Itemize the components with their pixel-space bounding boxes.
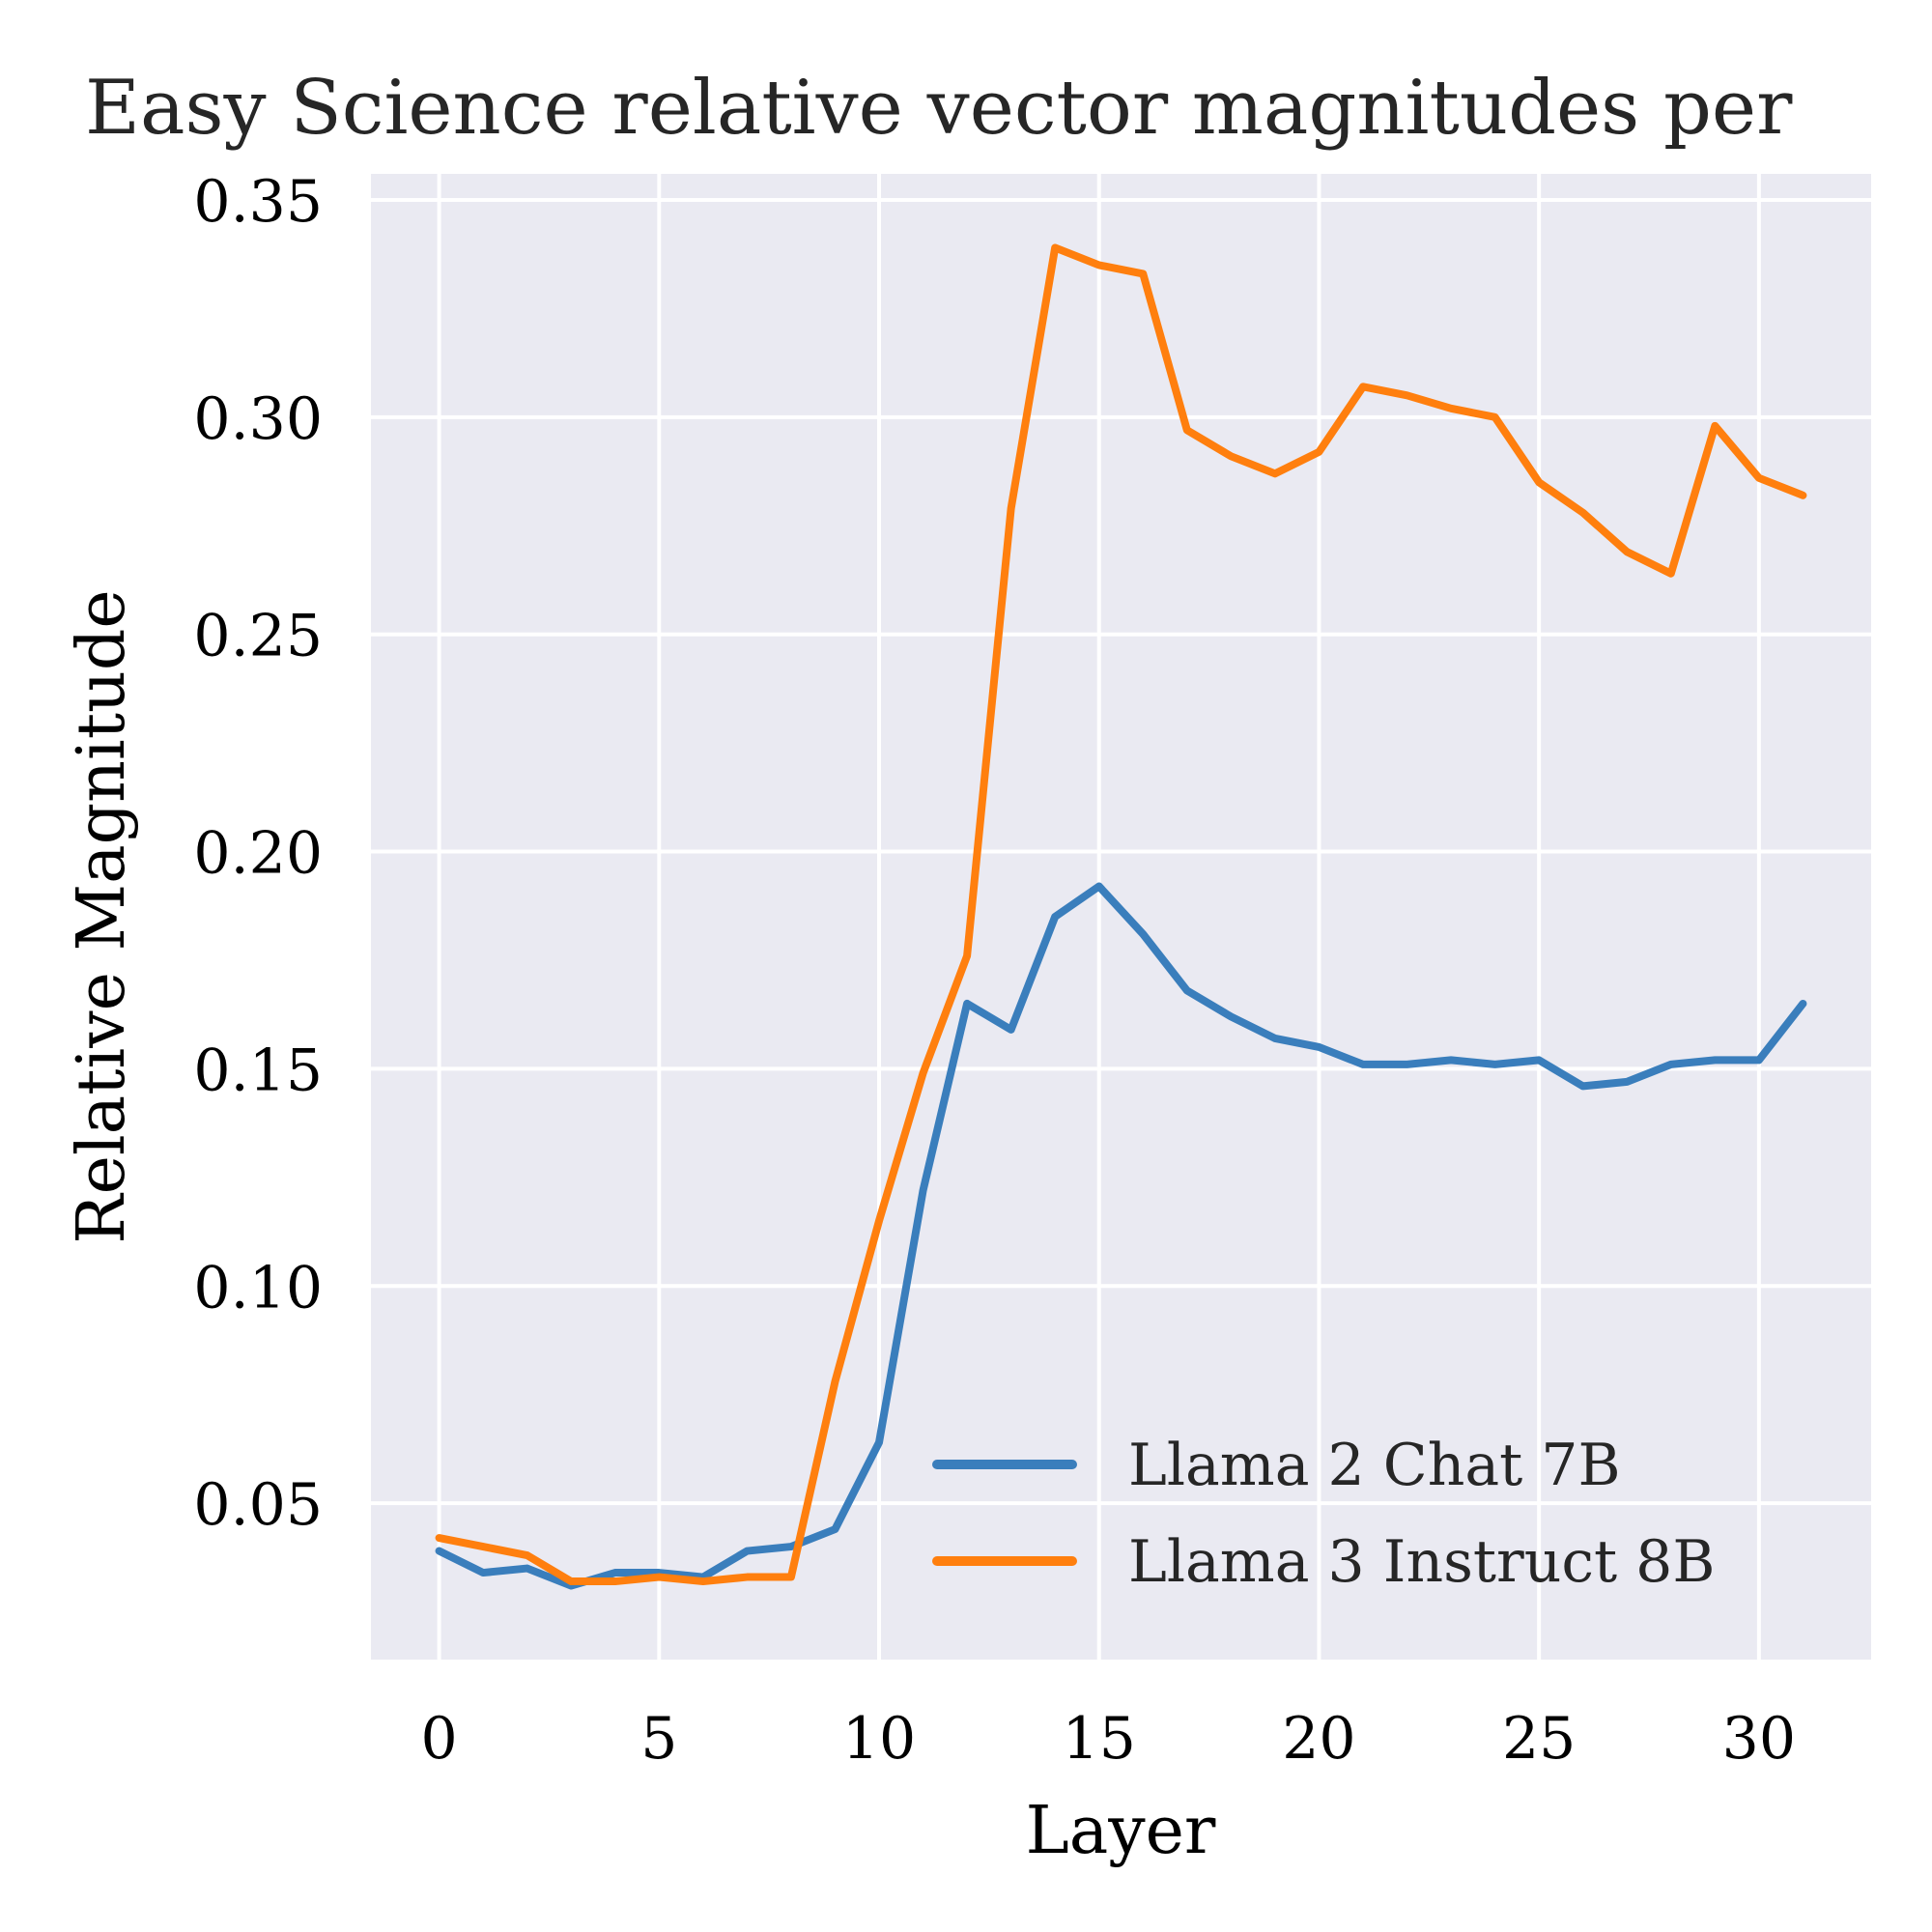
y-tick-label: 0.35: [193, 168, 323, 236]
y-tick-label: 0.20: [193, 820, 323, 888]
legend-label-llama2: Llama 2 Chat 7B: [1128, 1432, 1621, 1499]
grid: [371, 174, 1871, 1660]
series-lines: [435, 243, 1807, 1590]
y-tick-label: 0.30: [193, 385, 323, 453]
y-tick-label: 0.15: [193, 1037, 323, 1104]
chart-title: Easy Science relative vector magnitudes …: [85, 65, 1793, 152]
y-axis-label: Relative Magnitude: [64, 589, 140, 1243]
y-tick-labels: 0.05 0.10 0.15 0.20 0.25 0.30 0.35: [193, 168, 323, 1539]
x-tick-label: 10: [842, 1705, 916, 1773]
x-tick-label: 25: [1502, 1705, 1576, 1773]
legend-label-llama3: Llama 3 Instruct 8B: [1128, 1528, 1715, 1596]
x-tick-label: 5: [640, 1705, 677, 1773]
x-tick-labels: 0 5 10 15 20 25 30: [420, 1705, 1796, 1773]
series-line-llama3-instruct-8b: [435, 243, 1807, 1586]
x-tick-label: 20: [1282, 1705, 1355, 1773]
x-tick-label: 0: [420, 1705, 457, 1773]
y-tick-label: 0.25: [193, 603, 323, 670]
x-tick-label: 30: [1722, 1705, 1796, 1773]
x-axis-label: Layer: [1026, 1793, 1216, 1869]
x-tick-label: 15: [1063, 1705, 1136, 1773]
plot-area: [371, 174, 1871, 1660]
series-line-llama2-chat-7b: [435, 882, 1807, 1590]
y-tick-label: 0.05: [193, 1471, 323, 1539]
y-tick-label: 0.10: [193, 1254, 323, 1321]
legend: Llama 2 Chat 7B Llama 3 Instruct 8B: [932, 1432, 1715, 1596]
